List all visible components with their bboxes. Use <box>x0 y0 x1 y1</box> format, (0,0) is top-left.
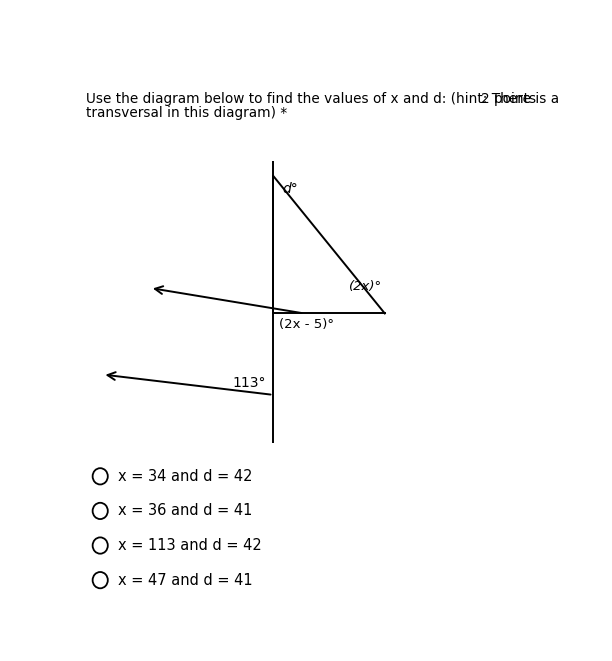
Text: x = 113 and d = 42: x = 113 and d = 42 <box>118 538 262 553</box>
Text: d°: d° <box>282 182 297 196</box>
Text: (2x)°: (2x)° <box>349 280 382 293</box>
Text: (2x - 5)°: (2x - 5)° <box>279 317 334 330</box>
Text: x = 36 and d = 41: x = 36 and d = 41 <box>118 504 253 518</box>
Text: transversal in this diagram) *: transversal in this diagram) * <box>86 106 287 120</box>
Text: 113°: 113° <box>233 376 266 390</box>
Text: x = 47 and d = 41: x = 47 and d = 41 <box>118 572 253 588</box>
Text: x = 34 and d = 42: x = 34 and d = 42 <box>118 469 253 484</box>
Text: Use the diagram below to find the values of x and d: (hint: There is a: Use the diagram below to find the values… <box>86 92 559 106</box>
Text: 2 points: 2 points <box>482 92 537 106</box>
